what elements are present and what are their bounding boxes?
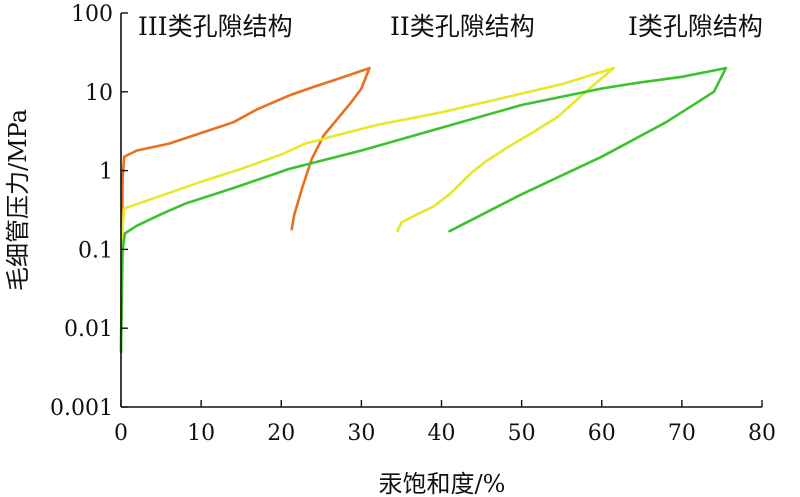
x-tick-label-7: 70 bbox=[668, 421, 696, 446]
x-tick-label-3: 30 bbox=[347, 421, 375, 446]
x-tick-label-5: 50 bbox=[508, 421, 536, 446]
x-tick-label-1: 10 bbox=[187, 421, 215, 446]
series-2-injection-curve bbox=[119, 66, 616, 354]
series-2-withdrawal-curve bbox=[396, 66, 616, 233]
axis-ticks bbox=[120, 12, 763, 408]
series-1-injection-curve bbox=[119, 66, 371, 354]
curves-layer bbox=[119, 66, 728, 354]
series-3-injection-curve bbox=[119, 66, 728, 354]
annotation-class-ii: II类孔隙结构 bbox=[390, 12, 535, 41]
x-tick-label-4: 40 bbox=[428, 421, 456, 446]
y-tick-label-1: 0.01 bbox=[64, 317, 113, 342]
y-tick-label-0: 0.001 bbox=[50, 396, 113, 421]
series-3-withdrawal-curve bbox=[448, 66, 728, 233]
y-tick-label-2: 0.1 bbox=[78, 238, 113, 263]
x-tick-label-2: 20 bbox=[267, 421, 295, 446]
series-1-withdrawal-curve bbox=[290, 66, 371, 231]
axis-tick-labels: 0 10 20 30 40 50 60 70 80 0.001 0.01 0.1 1 10 100 bbox=[50, 2, 776, 446]
annotation-class-iii: III类孔隙结构 bbox=[138, 12, 293, 41]
y-tick-label-3: 1 bbox=[99, 160, 113, 185]
x-tick-label-0: 0 bbox=[114, 421, 128, 446]
y-tick-label-5: 100 bbox=[71, 2, 113, 27]
x-tick-label-6: 60 bbox=[588, 421, 616, 446]
x-tick-label-8: 80 bbox=[748, 421, 776, 446]
y-axis-title: 毛细管压力/MPa bbox=[4, 109, 32, 291]
y-tick-label-4: 10 bbox=[85, 81, 113, 106]
x-axis-title: 汞饱和度/% bbox=[379, 470, 506, 497]
annotation-class-i: I类孔隙结构 bbox=[628, 12, 763, 41]
